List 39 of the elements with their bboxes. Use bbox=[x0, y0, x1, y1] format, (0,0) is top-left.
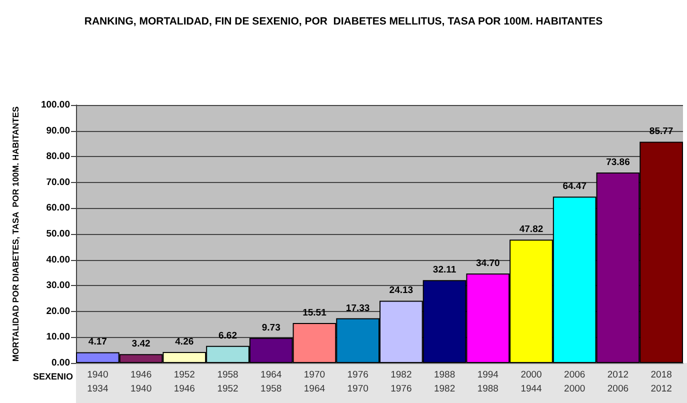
data-label: 4.17 bbox=[88, 336, 107, 348]
x-tick-label: 1940 1934 bbox=[87, 370, 108, 394]
x-tick-label: 1952 1946 bbox=[174, 370, 195, 394]
x-axis-title: SEXENIO bbox=[32, 372, 74, 382]
data-label: 17.33 bbox=[346, 302, 370, 314]
y-tick-label: 40.00 bbox=[46, 254, 70, 266]
x-tick-label: 1946 1940 bbox=[130, 370, 152, 394]
y-tick-label: 50.00 bbox=[46, 228, 70, 240]
x-tick-label: 1958 1952 bbox=[217, 370, 238, 394]
y-tick-label: 30.00 bbox=[46, 280, 70, 292]
x-tick-label: 1988 1982 bbox=[434, 370, 456, 394]
x-tick-label: 1976 1970 bbox=[347, 370, 368, 394]
x-tick-label: 2006 2000 bbox=[564, 370, 586, 394]
data-label: 34.70 bbox=[476, 258, 500, 269]
y-tick-label: 10.00 bbox=[46, 332, 70, 343]
x-tick-label: 2012 2006 bbox=[607, 370, 629, 394]
data-label: 9.73 bbox=[262, 322, 280, 334]
data-label: 32.11 bbox=[432, 264, 457, 276]
x-tick-label: 1970 1964 bbox=[304, 370, 326, 394]
x-tick-label: 2000 1944 bbox=[520, 370, 542, 394]
data-label: 3.42 bbox=[132, 338, 150, 350]
y-axis-title: MORTALIDAD POR DIABETES, TASA POR 100M. HABITANTES bbox=[10, 106, 20, 362]
data-label: 4.26 bbox=[175, 336, 194, 348]
x-tick-label: 1982 1976 bbox=[390, 370, 412, 394]
y-tick-label: 70.00 bbox=[46, 176, 70, 188]
y-tick-label: 60.00 bbox=[46, 202, 70, 214]
chart-title: RANKING, MORTALIDAD, FIN DE SEXENIO, POR DIABETES MELLITUS, TASA POR 100M. HABITANTES bbox=[84, 16, 603, 28]
y-tick-label: 90.00 bbox=[46, 125, 70, 136]
x-tick-label: 1964 1958 bbox=[260, 370, 282, 394]
y-tick-label: 0.00 bbox=[52, 358, 70, 368]
data-label: 47.82 bbox=[519, 224, 544, 236]
y-tick-label: 20.00 bbox=[46, 306, 70, 317]
x-tick-label: 1994 1988 bbox=[477, 370, 498, 394]
y-tick-label: 80.00 bbox=[46, 151, 70, 162]
data-label: 24.13 bbox=[389, 285, 414, 296]
x-tick-label: 2018 2012 bbox=[650, 370, 672, 394]
data-label: 64.47 bbox=[562, 181, 586, 192]
y-tick-label: 100.00 bbox=[40, 100, 70, 110]
data-label: 73.86 bbox=[606, 156, 630, 168]
